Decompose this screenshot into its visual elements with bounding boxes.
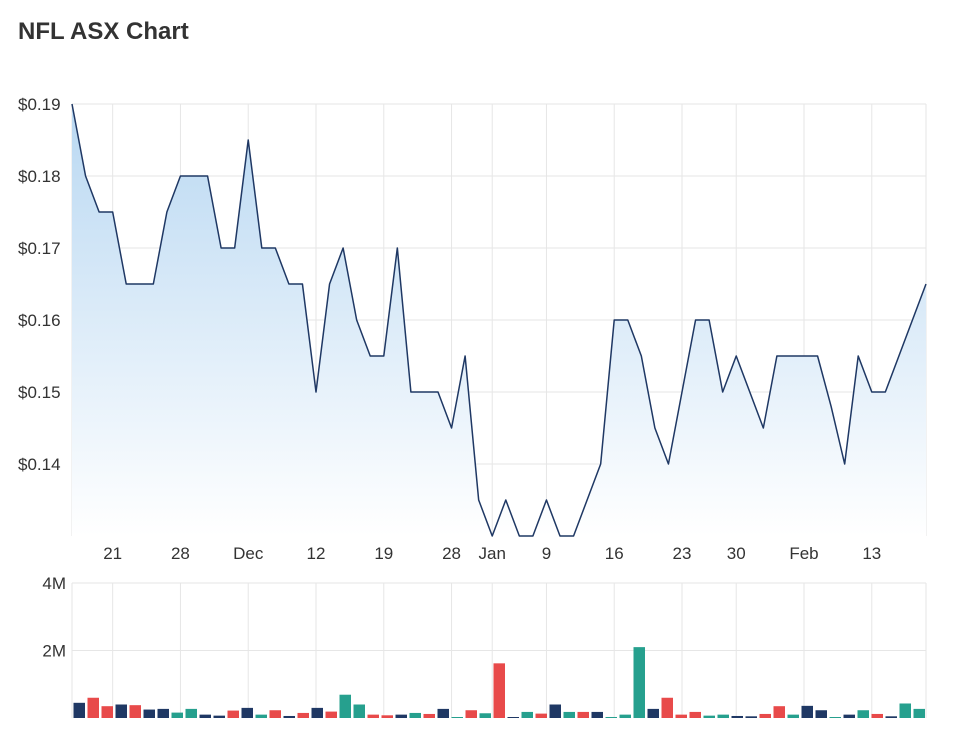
volume-bar: [647, 708, 659, 718]
volume-bar: [115, 704, 127, 718]
volume-bar: [563, 711, 575, 718]
volume-bar: [339, 694, 351, 718]
price-y-axis: $0.19 $0.18 $0.17 $0.16 $0.15 $0.14: [18, 95, 61, 474]
volume-bar: [675, 714, 687, 719]
volume-bar: [787, 714, 799, 719]
volume-bar: [549, 704, 561, 718]
volume-bar: [73, 702, 85, 718]
volume-bar: [759, 713, 771, 718]
volume-bar: [829, 717, 841, 718]
volume-bar: [619, 714, 631, 719]
price-x-tick-label: Feb: [789, 544, 818, 563]
volume-bar: [311, 707, 323, 719]
price-x-tick-label: 19: [374, 544, 393, 563]
volume-bar: [437, 708, 449, 718]
price-x-tick-label: 28: [442, 544, 461, 563]
volume-bar: [871, 713, 883, 718]
price-y-tick-label: $0.15: [18, 383, 61, 402]
volume-bar: [479, 713, 491, 718]
volume-y-axis: 4M 2M: [42, 574, 66, 661]
volume-bar: [255, 714, 267, 719]
volume-bar: [241, 707, 253, 719]
volume-bar: [577, 711, 589, 718]
price-line: [71, 103, 927, 537]
volume-bar: [395, 714, 407, 719]
price-y-tick-label: $0.19: [18, 95, 61, 114]
volume-bar: [325, 711, 337, 718]
price-x-tick-label: 23: [673, 544, 692, 563]
volume-bar: [605, 716, 617, 718]
price-area-fill: [72, 104, 926, 536]
volume-bar: [633, 647, 645, 719]
price-y-tick-label: $0.17: [18, 239, 61, 258]
volume-bar: [269, 710, 281, 718]
volume-bar: [157, 708, 169, 718]
volume-bar: [353, 704, 365, 718]
price-x-tick-label: 16: [605, 544, 624, 563]
volume-bar: [521, 711, 533, 718]
volume-bar: [801, 705, 813, 718]
volume-bar: [423, 713, 435, 718]
price-x-tick-label: 13: [862, 544, 881, 563]
volume-bar: [591, 711, 603, 718]
volume-bar: [773, 706, 785, 718]
volume-bar: [227, 710, 239, 718]
price-y-tick-label: $0.14: [18, 455, 61, 474]
volume-bar: [507, 717, 519, 718]
volume-bar: [283, 715, 295, 718]
volume-bars: [73, 647, 925, 719]
price-x-tick-label: Jan: [479, 544, 506, 563]
volume-bar: [661, 697, 673, 718]
volume-bar: [129, 705, 141, 718]
price-x-tick-label: 28: [171, 544, 190, 563]
volume-bar: [171, 712, 183, 718]
volume-grid: [71, 582, 927, 718]
price-area: [71, 103, 927, 537]
volume-bar: [703, 715, 715, 718]
price-y-tick-label: $0.16: [18, 311, 61, 330]
price-x-tick-label: 21: [103, 544, 122, 563]
volume-bar: [493, 663, 505, 718]
chart-title: NFL ASX Chart: [18, 18, 189, 45]
volume-bar: [731, 715, 743, 718]
volume-bar: [885, 716, 897, 718]
volume-bar: [899, 703, 911, 718]
volume-bar: [689, 711, 701, 718]
volume-bar: [857, 710, 869, 718]
volume-bar: [101, 706, 113, 718]
price-x-tick-label: 12: [307, 544, 326, 563]
price-x-tick-label: 30: [727, 544, 746, 563]
volume-bar: [367, 714, 379, 719]
volume-y-tick-label: 2M: [42, 642, 66, 661]
volume-y-tick-label: 4M: [42, 574, 66, 593]
volume-bar: [199, 714, 211, 719]
volume-bar: [745, 716, 757, 718]
volume-bar: [717, 714, 729, 719]
volume-bar: [381, 715, 393, 718]
price-x-axis: 21 28 Dec 12 19 28 Jan 9 16 23 30 Feb 13: [103, 544, 881, 563]
price-y-tick-label: $0.18: [18, 167, 61, 186]
volume-bar: [297, 712, 309, 718]
volume-bar: [843, 714, 855, 719]
volume-bar: [87, 697, 99, 718]
volume-bar: [143, 709, 155, 718]
volume-bar: [913, 708, 925, 718]
price-x-tick-label: Dec: [233, 544, 264, 563]
volume-bar: [213, 715, 225, 718]
volume-bar: [409, 712, 421, 718]
volume-bar: [451, 717, 463, 718]
volume-bar: [535, 713, 547, 718]
volume-bar: [815, 710, 827, 718]
price-x-tick-label: 9: [542, 544, 551, 563]
volume-bar: [185, 708, 197, 718]
volume-bar: [465, 710, 477, 718]
